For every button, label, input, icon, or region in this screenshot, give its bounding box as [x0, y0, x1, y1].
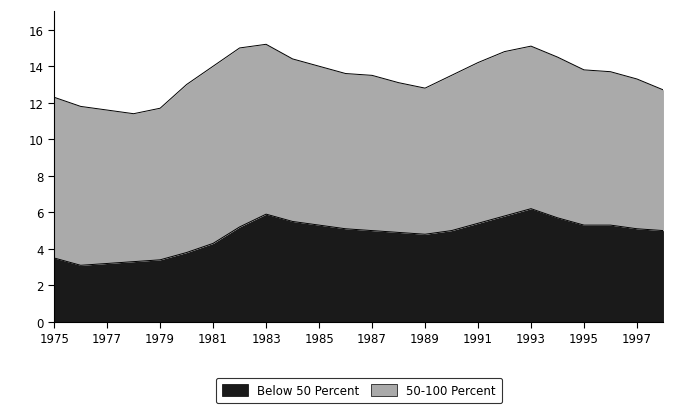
Legend: Below 50 Percent, 50-100 Percent: Below 50 Percent, 50-100 Percent: [216, 378, 502, 403]
